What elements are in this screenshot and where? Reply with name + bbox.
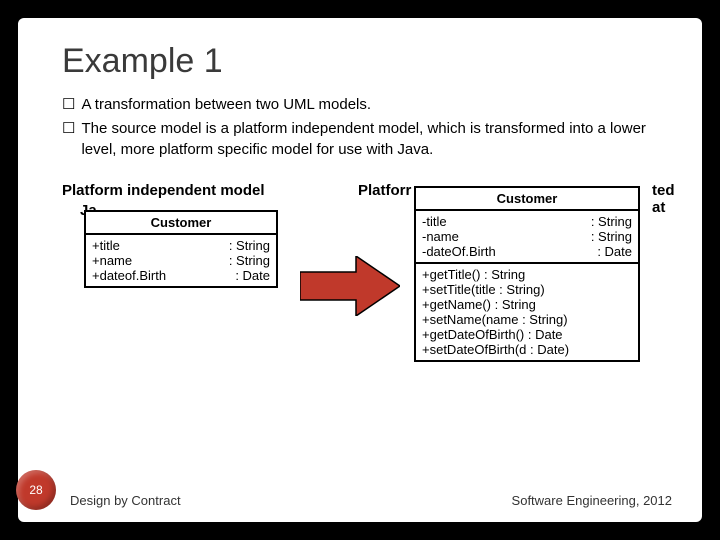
uml-attr-row: -dateOf.Birth : Date <box>422 244 632 259</box>
arrow-shape <box>300 256 400 316</box>
uml-attr-row: -title : String <box>422 214 632 229</box>
transform-arrow-icon <box>300 256 400 316</box>
pim-heading: Platform independent model <box>62 182 322 199</box>
uml-attr-name: +title <box>92 238 120 253</box>
uml-op-row: +setTitle(title : String) <box>422 282 632 297</box>
uml-attr-type: : Date <box>589 244 632 259</box>
uml-attr-name: +dateof.Birth <box>92 268 166 283</box>
uml-attributes: +title : String +name : String +dateof.Bir… <box>86 233 276 286</box>
uml-class-name: Customer <box>86 212 276 233</box>
bullet-item: ☐ A transformation between two UML model… <box>62 95 668 115</box>
uml-attr-name: +name <box>92 253 132 268</box>
uml-attr-type: : String <box>583 214 632 229</box>
uml-attr-name: -title <box>422 214 447 229</box>
uml-attr-row: -name : String <box>422 229 632 244</box>
page-number-badge: 28 <box>16 470 56 510</box>
uml-attr-type: : String <box>221 253 270 268</box>
checkbox-icon: ☐ <box>62 95 75 115</box>
checkbox-icon: ☐ <box>62 119 75 160</box>
uml-op-row: +getDateOfBirth() : Date <box>422 327 632 342</box>
bullet-text: The source model is a platform independe… <box>81 119 668 160</box>
uml-op-row: +getTitle() : String <box>422 267 632 282</box>
uml-attr-type: : String <box>221 238 270 253</box>
slide: Example 1 ☐ A transformation between two… <box>18 18 702 522</box>
footer-right-text: Software Engineering, 2012 <box>512 493 672 508</box>
psm-heading-right-fragment: ted at <box>652 182 675 216</box>
uml-op-row: +getName() : String <box>422 297 632 312</box>
uml-class-name: Customer <box>416 188 638 209</box>
uml-class-pim: Customer +title : String +name : String +d… <box>84 210 278 288</box>
uml-attr-row: +dateof.Birth : Date <box>92 268 270 283</box>
slide-title: Example 1 <box>62 42 668 81</box>
bullet-list: ☐ A transformation between two UML model… <box>62 95 668 160</box>
uml-op-row: +setName(name : String) <box>422 312 632 327</box>
uml-attr-type: : Date <box>227 268 270 283</box>
uml-operations: +getTitle() : String +setTitle(title : S… <box>416 262 638 360</box>
bullet-item: ☐ The source model is a platform indepen… <box>62 119 668 160</box>
uml-attr-name: -dateOf.Birth <box>422 244 496 259</box>
uml-op-row: +setDateOfBirth(d : Date) <box>422 342 632 357</box>
uml-class-psm: Customer -title : String -name : String -d… <box>414 186 640 362</box>
diagram-area: Platform independent model Platforr ted … <box>62 182 668 412</box>
uml-attr-type: : String <box>583 229 632 244</box>
bullet-text: A transformation between two UML models. <box>81 95 668 115</box>
footer-left-text: Design by Contract <box>70 493 181 508</box>
uml-attr-row: +title : String <box>92 238 270 253</box>
slide-footer: 28 Design by Contract Software Engineeri… <box>18 493 702 508</box>
uml-attr-name: -name <box>422 229 459 244</box>
uml-attributes: -title : String -name : String -dateOf.Bir… <box>416 209 638 262</box>
uml-attr-row: +name : String <box>92 253 270 268</box>
